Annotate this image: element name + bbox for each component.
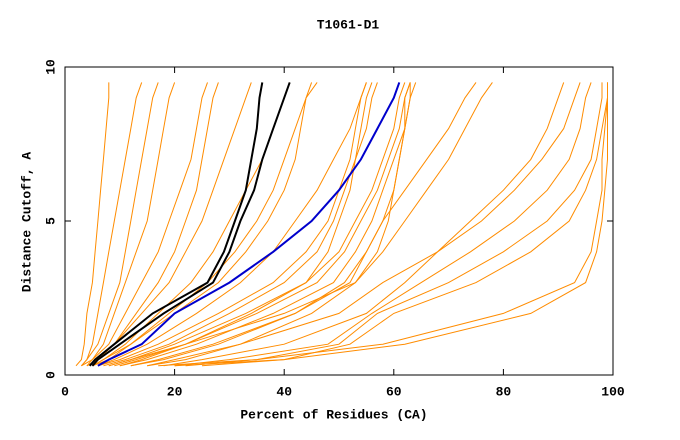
- curve: [92, 82, 318, 367]
- curve: [158, 82, 608, 367]
- curve: [130, 82, 477, 367]
- curve: [91, 82, 291, 367]
- curve: [108, 82, 493, 367]
- curve: [81, 82, 143, 367]
- x-axis-label: Percent of Residues (CA): [240, 407, 427, 422]
- x-tick-label: 0: [61, 384, 69, 399]
- curve: [86, 82, 252, 367]
- curve: [201, 82, 608, 367]
- y-tick-label: 10: [43, 59, 58, 75]
- curve: [97, 82, 401, 367]
- x-tick-label: 100: [601, 384, 625, 399]
- y-tick-label: 0: [43, 371, 58, 379]
- x-tick-label: 40: [276, 384, 292, 399]
- x-tick-label: 60: [386, 384, 402, 399]
- y-tick-label: 5: [43, 217, 58, 225]
- curve: [119, 82, 373, 367]
- curve: [163, 82, 565, 367]
- curve: [81, 82, 159, 367]
- curve: [81, 82, 176, 367]
- curve: [174, 82, 608, 367]
- curve: [92, 82, 291, 367]
- curve: [97, 82, 367, 367]
- curve: [130, 82, 411, 367]
- curve: [75, 82, 110, 367]
- curve: [147, 82, 581, 367]
- curve: [185, 82, 603, 367]
- curve: [88, 82, 264, 367]
- x-tick-label: 80: [496, 384, 512, 399]
- x-tick-label: 20: [167, 384, 183, 399]
- curve: [108, 82, 406, 367]
- curve: [86, 82, 208, 367]
- curve: [103, 82, 378, 367]
- curve: [174, 82, 592, 367]
- y-axis-label: Distance Cutoff, A: [19, 152, 34, 293]
- curve: [97, 82, 367, 367]
- chart-title: T1061-D1: [317, 17, 380, 32]
- curve: [92, 82, 313, 367]
